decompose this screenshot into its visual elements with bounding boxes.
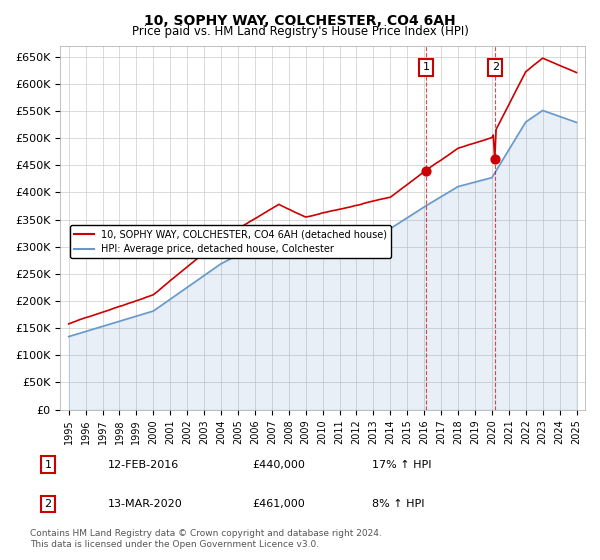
Text: 2: 2 <box>44 499 52 509</box>
Point <box>490 155 500 164</box>
Text: 8% ↑ HPI: 8% ↑ HPI <box>372 499 425 509</box>
Text: £440,000: £440,000 <box>252 460 305 470</box>
Text: 13-MAR-2020: 13-MAR-2020 <box>108 499 183 509</box>
Text: 2: 2 <box>492 62 499 72</box>
Text: £461,000: £461,000 <box>252 499 305 509</box>
Text: Contains HM Land Registry data © Crown copyright and database right 2024.
This d: Contains HM Land Registry data © Crown c… <box>30 529 382 549</box>
Text: Price paid vs. HM Land Registry's House Price Index (HPI): Price paid vs. HM Land Registry's House … <box>131 25 469 38</box>
Text: 17% ↑ HPI: 17% ↑ HPI <box>372 460 431 470</box>
Legend: 10, SOPHY WAY, COLCHESTER, CO4 6AH (detached house), HPI: Average price, detache: 10, SOPHY WAY, COLCHESTER, CO4 6AH (deta… <box>70 225 391 258</box>
Text: 12-FEB-2016: 12-FEB-2016 <box>108 460 179 470</box>
Text: 10, SOPHY WAY, COLCHESTER, CO4 6AH: 10, SOPHY WAY, COLCHESTER, CO4 6AH <box>144 14 456 28</box>
Point <box>421 166 431 175</box>
Text: 1: 1 <box>422 62 430 72</box>
Text: 1: 1 <box>44 460 52 470</box>
